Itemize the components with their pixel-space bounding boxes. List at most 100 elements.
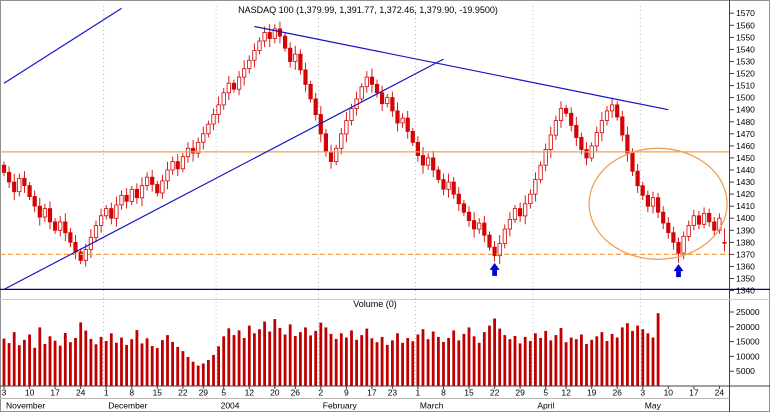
price-tick-label: 1370 bbox=[736, 249, 755, 259]
up-arrow-annotation[interactable] bbox=[489, 262, 500, 276]
candle-body bbox=[155, 184, 160, 194]
volume-bar bbox=[641, 329, 645, 386]
candle-body bbox=[17, 177, 22, 193]
date-tick-label: 17 bbox=[50, 388, 60, 398]
ascending-trendline[interactable] bbox=[3, 58, 444, 290]
candle-body bbox=[277, 28, 283, 37]
candle-body bbox=[441, 179, 446, 190]
date-tick-label: 9 bbox=[344, 388, 349, 398]
volume-bar bbox=[79, 322, 83, 386]
candle-body bbox=[640, 185, 645, 196]
candle-body bbox=[686, 225, 691, 237]
volume-bar bbox=[150, 346, 154, 386]
candle-body bbox=[599, 120, 605, 134]
date-tick-label: 17 bbox=[689, 388, 699, 398]
volume-bar bbox=[534, 333, 537, 386]
volume-bar bbox=[69, 342, 72, 386]
candle-body bbox=[656, 197, 661, 213]
candle-body bbox=[68, 232, 73, 243]
candle-body bbox=[722, 241, 727, 244]
price-tick-label: 1530 bbox=[736, 57, 755, 67]
volume-bar bbox=[569, 337, 573, 386]
candle-body bbox=[482, 222, 487, 236]
candle-body bbox=[466, 211, 472, 221]
candle-body bbox=[114, 204, 119, 219]
candle-body bbox=[119, 194, 124, 206]
volume-tick-label: 10000 bbox=[736, 351, 760, 361]
volume-tick-label: 20000 bbox=[736, 322, 760, 332]
candle-body bbox=[420, 155, 426, 166]
date-tick-label: 15 bbox=[464, 388, 474, 398]
volume-bar bbox=[631, 330, 634, 386]
price-tick-label: 1520 bbox=[736, 69, 755, 79]
volume-bar bbox=[314, 330, 318, 386]
candle-body bbox=[518, 208, 523, 217]
volume-bar bbox=[222, 336, 226, 386]
date-tick-label: 26 bbox=[291, 388, 301, 398]
candle-body bbox=[707, 212, 712, 223]
candle-body bbox=[134, 188, 139, 199]
month-label: 2004 bbox=[221, 401, 240, 411]
month-label: May bbox=[645, 401, 662, 411]
descending-trendline[interactable] bbox=[254, 25, 669, 111]
candle-body bbox=[206, 123, 211, 135]
candle-body bbox=[196, 141, 201, 154]
candle-body bbox=[37, 205, 42, 218]
up-arrow-annotation[interactable] bbox=[673, 264, 684, 278]
volume-bar bbox=[426, 339, 430, 386]
volume-bar bbox=[201, 363, 205, 386]
volume-bar bbox=[63, 333, 67, 386]
volume-bar bbox=[309, 335, 312, 386]
candle-body bbox=[328, 151, 334, 162]
volume-bar bbox=[559, 328, 563, 386]
price-tick-label: 1470 bbox=[736, 129, 755, 139]
candle-body bbox=[12, 181, 17, 193]
volume-bar bbox=[212, 354, 215, 386]
volume-bar bbox=[375, 342, 379, 386]
candle-body bbox=[104, 208, 109, 217]
volume-bar bbox=[656, 313, 660, 386]
volume-bar bbox=[350, 330, 353, 386]
candle-body bbox=[129, 188, 134, 202]
volume-bar bbox=[2, 338, 6, 386]
volume-bar bbox=[477, 342, 481, 386]
candle-body bbox=[415, 141, 421, 157]
price-tick-label: 1540 bbox=[736, 44, 755, 54]
volume-bar bbox=[416, 334, 420, 386]
date-tick-label: 19 bbox=[587, 388, 597, 398]
candle-body bbox=[374, 84, 380, 94]
ellipse-annotation[interactable] bbox=[588, 147, 728, 260]
volume-bar bbox=[253, 333, 256, 386]
upper-channel-line[interactable] bbox=[3, 7, 122, 84]
candle-body bbox=[267, 32, 272, 39]
volume-bar bbox=[120, 337, 123, 386]
volume-bar bbox=[406, 338, 410, 386]
candle-body bbox=[313, 98, 318, 116]
date-tick-label: 20 bbox=[270, 388, 280, 398]
candle-body bbox=[93, 225, 99, 239]
candle-body bbox=[83, 249, 88, 261]
date-tick-label: 29 bbox=[199, 388, 209, 398]
date-tick-label: 24 bbox=[76, 388, 86, 398]
volume-bar bbox=[217, 346, 220, 386]
candle-body bbox=[569, 112, 574, 126]
candle-body bbox=[247, 59, 252, 70]
volume-bar bbox=[104, 341, 108, 386]
candle-body bbox=[574, 125, 579, 138]
candle-body bbox=[349, 108, 354, 122]
volume-bar bbox=[513, 336, 517, 386]
volume-bar bbox=[232, 335, 236, 386]
volume-bar bbox=[176, 346, 180, 386]
candle-body bbox=[604, 110, 610, 121]
candle-body bbox=[53, 221, 58, 231]
date-tick-label: 17 bbox=[367, 388, 377, 398]
candle-body bbox=[579, 136, 584, 150]
volume-bar bbox=[620, 327, 624, 386]
candle-body bbox=[58, 221, 63, 231]
volume-bar bbox=[48, 336, 52, 386]
month-label: April bbox=[537, 401, 554, 411]
volume-bar bbox=[278, 328, 282, 386]
candle-body bbox=[369, 76, 375, 85]
volume-bar bbox=[89, 338, 93, 386]
